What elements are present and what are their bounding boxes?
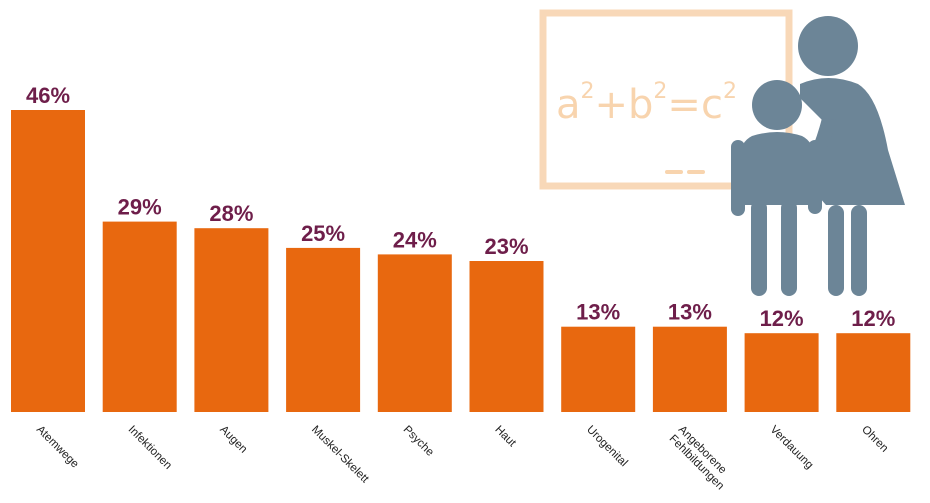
value-label-3: 28% (209, 201, 253, 226)
category-label-9: Verdauung (767, 424, 815, 472)
value-label-4: 25% (301, 221, 345, 246)
category-label-10: Ohren (859, 424, 890, 455)
child-head (752, 80, 802, 130)
teacher-head (798, 16, 858, 76)
child-arm-left (731, 140, 745, 216)
value-label-8: 13% (668, 300, 712, 325)
value-label-5: 24% (393, 227, 437, 252)
bar-series (11, 110, 911, 412)
category-label-4: Muskel-Skelett (309, 424, 371, 486)
category-label-5: Psyche (401, 424, 436, 459)
bar-2 (102, 221, 177, 412)
value-label-10: 12% (851, 306, 895, 331)
child-leg-left (751, 200, 767, 296)
child-body (740, 132, 814, 205)
bar-3 (194, 228, 269, 412)
category-label-2: Infektionen (126, 424, 174, 472)
value-label-9: 12% (760, 306, 804, 331)
value-label-2: 29% (118, 195, 162, 220)
category-label-1: Atemwege (34, 424, 81, 471)
teacher-child-icon (731, 16, 905, 296)
value-label-1: 46% (26, 83, 70, 108)
chalkboard-formula: a2+b2=c2 (556, 79, 737, 128)
value-labels: 46% 29% 28% 25% 24% 23% 13% 13% 12% 12% (26, 83, 895, 331)
bar-1 (11, 110, 85, 412)
category-label-6: Haut (492, 424, 518, 450)
category-label-3: Augen (217, 424, 249, 456)
bar-9 (744, 333, 819, 412)
teacher-body (800, 78, 905, 205)
bar-6 (469, 261, 544, 412)
value-label-6: 23% (484, 234, 528, 259)
category-label-8: AngeboreneFehlbildungen (667, 424, 736, 493)
bar-5 (377, 254, 452, 412)
bar-8 (652, 326, 727, 412)
category-labels: Atemwege Infektionen Augen Muskel-Skelett Ps… (34, 424, 890, 493)
teacher-leg-right (851, 205, 867, 296)
category-label-7: Urogenital (584, 424, 630, 470)
bar-10 (836, 333, 911, 412)
bar-4 (286, 247, 361, 412)
child-leg-right (781, 200, 797, 296)
chalkboard-illustration: a2+b2=c2 (539, 9, 793, 190)
bar-7 (561, 326, 636, 412)
child-arm-right (808, 140, 822, 214)
teacher-leg-left (828, 205, 844, 296)
value-label-7: 13% (576, 300, 620, 325)
